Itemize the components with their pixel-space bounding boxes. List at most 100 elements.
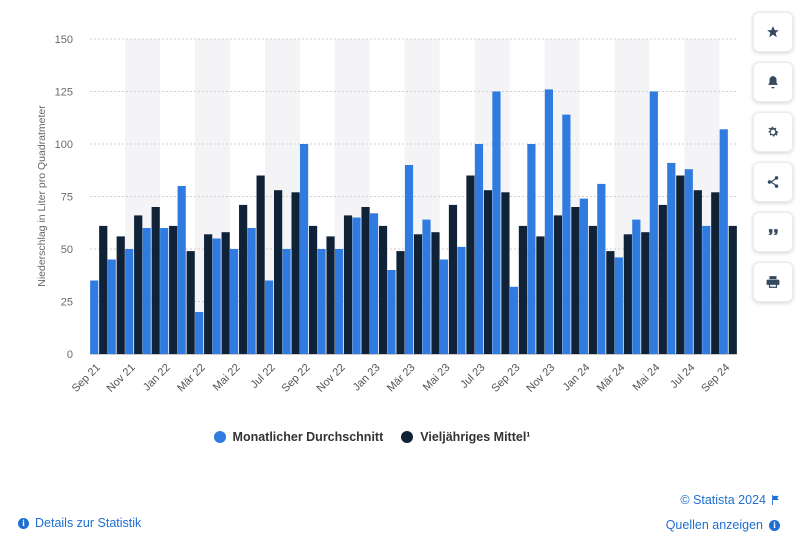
bar-longterm[interactable] xyxy=(501,192,510,354)
bar-monthly[interactable] xyxy=(404,165,414,354)
bar-longterm[interactable] xyxy=(378,225,388,354)
bar-longterm[interactable] xyxy=(169,225,178,354)
bar-longterm[interactable] xyxy=(693,190,702,354)
bar-longterm[interactable] xyxy=(728,225,737,354)
bar-longterm[interactable] xyxy=(186,251,195,354)
share-button[interactable] xyxy=(753,162,793,202)
details-link[interactable]: i Details zur Statistik xyxy=(18,516,141,530)
bar-monthly[interactable] xyxy=(492,91,501,355)
x-tick-label: Sep 22 xyxy=(280,362,313,395)
bar-monthly[interactable] xyxy=(544,89,553,355)
cite-button[interactable] xyxy=(753,212,793,252)
bar-monthly[interactable] xyxy=(334,249,344,354)
bar-longterm[interactable] xyxy=(623,234,632,354)
bar-longterm[interactable] xyxy=(588,225,597,354)
sources-link[interactable]: Quellen anzeigen i xyxy=(666,518,780,532)
bar-longterm[interactable] xyxy=(221,232,230,354)
bar-longterm[interactable] xyxy=(274,190,283,354)
bar-longterm[interactable] xyxy=(134,215,143,354)
bar-monthly[interactable] xyxy=(457,246,466,354)
favorite-button[interactable] xyxy=(753,12,793,52)
bar-longterm[interactable] xyxy=(308,225,318,354)
star-icon xyxy=(767,26,779,38)
bar-monthly[interactable] xyxy=(649,91,658,355)
bar-monthly[interactable] xyxy=(562,114,571,354)
bar-longterm[interactable] xyxy=(256,175,265,355)
bar-monthly[interactable] xyxy=(177,186,186,354)
bar-longterm[interactable] xyxy=(326,236,335,354)
bar-longterm[interactable] xyxy=(536,236,545,354)
bar-longterm[interactable] xyxy=(413,234,423,354)
bar-monthly[interactable] xyxy=(387,270,396,354)
bar-longterm[interactable] xyxy=(151,207,160,354)
sources-text: Quellen anzeigen xyxy=(665,518,763,532)
info-icon: i xyxy=(18,517,29,529)
bar-monthly[interactable] xyxy=(265,280,274,355)
bar-longterm[interactable] xyxy=(571,207,580,354)
bar-monthly[interactable] xyxy=(632,219,641,354)
x-tick-label: Jul 22 xyxy=(248,362,277,391)
bar-longterm[interactable] xyxy=(361,207,370,354)
bar-longterm[interactable] xyxy=(431,232,440,354)
bar-longterm[interactable] xyxy=(483,190,493,354)
bar-longterm[interactable] xyxy=(466,175,475,355)
bar-monthly[interactable] xyxy=(90,280,99,355)
bar-longterm[interactable] xyxy=(204,234,213,354)
bar-longterm[interactable] xyxy=(291,192,300,354)
print-button[interactable] xyxy=(753,262,793,302)
bell-icon xyxy=(768,76,778,89)
bar-monthly[interactable] xyxy=(160,228,169,354)
bar-longterm[interactable] xyxy=(658,204,667,354)
bar-monthly[interactable] xyxy=(212,238,221,355)
legend: Monatlicher Durchschnitt Vieljähriges Mi… xyxy=(0,430,744,444)
bar-monthly[interactable] xyxy=(125,249,134,354)
bar-monthly[interactable] xyxy=(667,162,676,354)
bar-monthly[interactable] xyxy=(439,259,449,355)
bar-longterm[interactable] xyxy=(676,175,685,355)
bar-longterm[interactable] xyxy=(711,192,720,354)
notification-button[interactable] xyxy=(753,62,793,102)
bar-longterm[interactable] xyxy=(448,204,458,354)
x-tick-label: Mär 24 xyxy=(595,362,628,395)
x-tick-label: Mai 22 xyxy=(211,362,243,394)
bar-monthly[interactable] xyxy=(509,286,519,354)
bar-monthly[interactable] xyxy=(474,144,484,354)
bar-monthly[interactable] xyxy=(597,183,606,354)
bar-monthly[interactable] xyxy=(719,129,728,354)
bar-monthly[interactable] xyxy=(684,169,693,354)
bar-longterm[interactable] xyxy=(99,225,108,354)
bar-monthly[interactable] xyxy=(282,249,291,354)
x-tick-label: Jul 23 xyxy=(458,362,487,391)
bars xyxy=(90,89,737,355)
bar-longterm[interactable] xyxy=(343,215,353,354)
flag-icon xyxy=(772,495,779,505)
bar-monthly[interactable] xyxy=(299,144,309,354)
bar-monthly[interactable] xyxy=(230,249,239,354)
bar-longterm[interactable] xyxy=(606,251,615,354)
bar-longterm[interactable] xyxy=(116,236,125,354)
bar-monthly[interactable] xyxy=(369,213,379,354)
legend-item-monthly[interactable]: Monatlicher Durchschnitt xyxy=(213,430,383,444)
bar-monthly[interactable] xyxy=(107,259,116,355)
bar-monthly[interactable] xyxy=(247,228,256,354)
bar-monthly[interactable] xyxy=(614,257,623,354)
bar-monthly[interactable] xyxy=(317,249,326,354)
statista-credit[interactable]: © Statista 2024 xyxy=(680,493,780,507)
bar-monthly[interactable] xyxy=(422,219,431,354)
bar-monthly[interactable] xyxy=(702,225,711,354)
quote-icon xyxy=(768,229,778,235)
bar-monthly[interactable] xyxy=(352,217,361,355)
bar-monthly[interactable] xyxy=(579,198,588,354)
bar-longterm[interactable] xyxy=(239,204,248,354)
bar-longterm[interactable] xyxy=(518,225,528,354)
bar-monthly[interactable] xyxy=(195,312,204,354)
settings-button[interactable] xyxy=(753,112,793,152)
bar-longterm[interactable] xyxy=(553,215,562,354)
print-icon xyxy=(766,276,780,288)
bar-monthly[interactable] xyxy=(142,228,151,354)
legend-item-longterm[interactable]: Vieljähriges Mittel¹ xyxy=(401,430,530,444)
bar-longterm[interactable] xyxy=(396,251,405,354)
bar-longterm[interactable] xyxy=(641,232,650,354)
bar-monthly[interactable] xyxy=(527,144,536,354)
